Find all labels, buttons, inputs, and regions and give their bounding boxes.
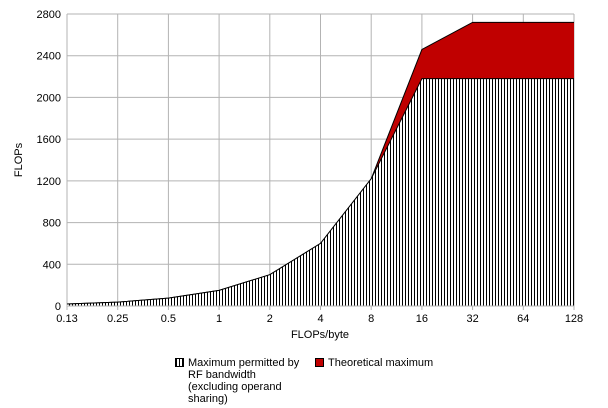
y-tick-label: 2800 xyxy=(37,9,61,21)
x-tick-label: 128 xyxy=(565,313,583,325)
y-tick-label: 2400 xyxy=(37,51,61,63)
x-tick-label: 4 xyxy=(317,313,323,325)
x-tick-label: 32 xyxy=(466,313,478,325)
legend-swatch xyxy=(175,358,184,367)
y-tick-label: 2000 xyxy=(37,92,61,104)
y-tick-label: 400 xyxy=(43,259,61,271)
y-tick-label: 1600 xyxy=(37,134,61,146)
x-tick-label: 64 xyxy=(517,313,529,325)
area-outline xyxy=(66,78,574,305)
legend-swatch xyxy=(315,358,324,367)
y-tick-label: 1200 xyxy=(37,176,61,188)
x-tick-label: 1 xyxy=(216,313,222,325)
area xyxy=(67,78,574,307)
x-tick-label: 8 xyxy=(368,313,374,325)
x-tick-label: 0.13 xyxy=(56,313,77,325)
y-tick-label: 800 xyxy=(43,218,61,230)
legend-label: Theoretical maximum xyxy=(328,357,434,369)
x-axis-title: FLOPs/byte xyxy=(291,329,349,341)
x-tick-label: 2 xyxy=(267,313,273,325)
x-tick-label: 0.5 xyxy=(161,313,176,325)
x-tick-label: 16 xyxy=(416,313,428,325)
x-tick-label: 0.25 xyxy=(107,313,128,325)
y-tick-label: 0 xyxy=(55,301,61,313)
legend-label: Maximum permitted by RF bandwidth (exclu… xyxy=(188,357,300,405)
y-axis-title: FLOPs xyxy=(13,142,25,177)
